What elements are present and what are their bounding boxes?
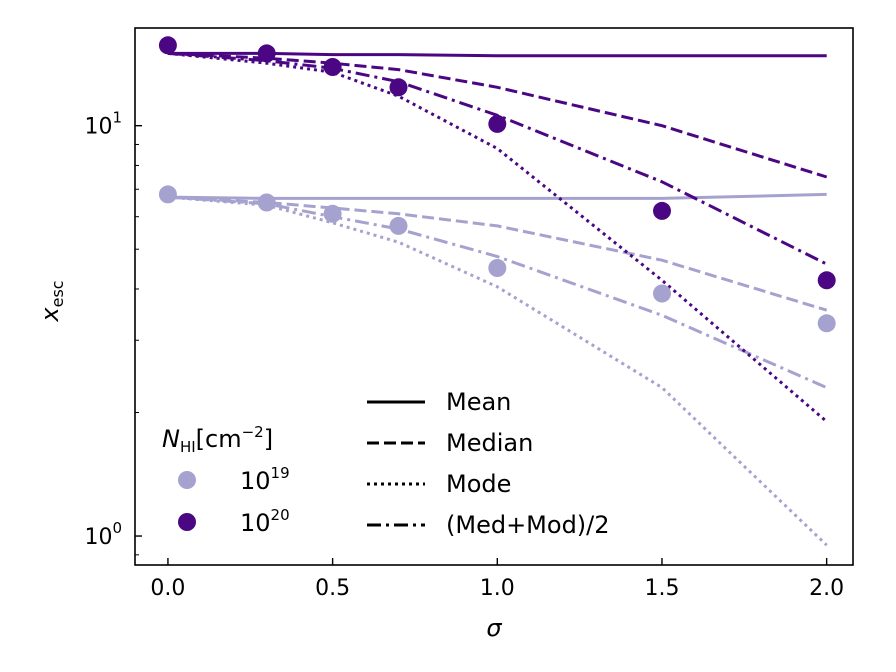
series-line-1e20-mode: [167, 51, 828, 423]
legend-column-density-title: NHI[cm−2]: [162, 423, 273, 456]
data-point-1e19: [158, 185, 177, 204]
y-axis-label: xesc: [36, 280, 67, 322]
y-axis-ticks: 100 101: [84, 109, 142, 556]
x-axis-ticks: 0.0 0.5 1.0 1.5 2.0: [150, 558, 844, 601]
data-point-1e20: [257, 44, 276, 63]
data-point-1e19: [653, 284, 671, 303]
x-tick-label: 0.0: [150, 576, 185, 601]
data-point-1e19: [817, 314, 836, 333]
data-point-1e20: [323, 58, 342, 76]
x-tick-label: 2.0: [809, 576, 844, 601]
y-tick-label: 100: [84, 519, 122, 550]
y-tick-label: 101: [84, 109, 122, 140]
legend-marker-1e19: [178, 471, 196, 489]
data-point-1e20: [488, 114, 507, 133]
data-points: [158, 36, 836, 333]
x-tick-label: 1.0: [480, 576, 515, 601]
series-line-1e20-med-mod: [167, 51, 828, 266]
data-point-1e19: [389, 216, 408, 235]
legend-label-median: Median: [446, 429, 533, 457]
data-point-1e20: [817, 271, 836, 290]
legend-column-density: NHI[cm−2] 1019 1020: [162, 423, 290, 537]
series-line-1e20-median: [167, 51, 828, 179]
legend-line-styles: Mean Median Mode (Med+Mod)/2: [367, 388, 610, 539]
x-tick-label: 1.5: [644, 576, 679, 601]
legend-label-medmod: (Med+Mod)/2: [446, 511, 610, 539]
data-point-1e20: [389, 78, 408, 97]
legend-label-mode: Mode: [446, 470, 511, 498]
legend-label-1e20: 1020: [240, 506, 290, 537]
legend-label-1e19: 1019: [240, 464, 290, 495]
legend-label-mean: Mean: [446, 388, 511, 416]
series-line-1e19-median: [167, 195, 828, 312]
data-point-1e19: [257, 193, 276, 212]
data-point-1e19: [488, 259, 507, 277]
plot-frame: [134, 27, 854, 566]
data-point-1e20: [653, 201, 671, 220]
data-point-1e20: [158, 36, 177, 55]
x-tick-label: 0.5: [315, 576, 350, 601]
legend-marker-1e20: [178, 513, 196, 531]
x-axis-label: σ: [486, 614, 502, 642]
data-point-1e19: [323, 204, 342, 223]
